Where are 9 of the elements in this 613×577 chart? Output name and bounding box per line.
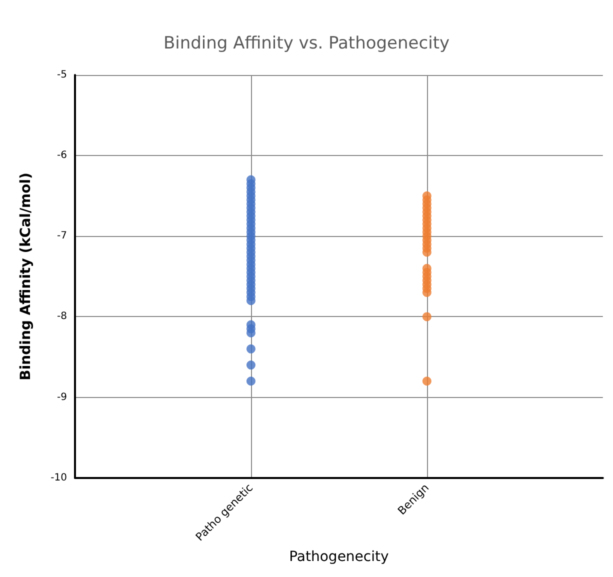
y-axis-title: Binding Affinity (kCal/mol)	[18, 172, 34, 380]
y-tick-label: -6	[57, 150, 67, 162]
y-tick-label: -5	[57, 70, 67, 80]
y-tick-label: -8	[57, 311, 67, 322]
y-tick-label: -9	[57, 392, 67, 403]
x-axis-title: Pathogenecity	[289, 549, 389, 565]
chart-title: Binding Affinity vs. Pathogenecity	[163, 34, 450, 54]
y-tick-label: -10	[50, 472, 67, 484]
y-tick-label: -7	[57, 230, 67, 242]
